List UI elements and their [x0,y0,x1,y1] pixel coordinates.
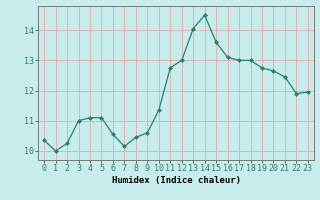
X-axis label: Humidex (Indice chaleur): Humidex (Indice chaleur) [111,176,241,185]
